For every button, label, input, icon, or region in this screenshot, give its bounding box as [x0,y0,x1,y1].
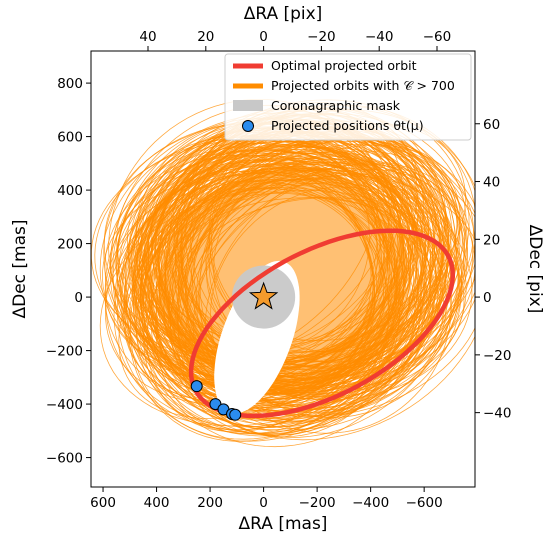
x-tick-label-bottom: −600 [406,495,443,511]
x-tick-label-bottom: −400 [352,495,389,511]
legend-swatch-mask [233,100,263,111]
x-tick-label-bottom: −200 [299,495,336,511]
star-group [248,281,279,310]
x-tick-label-top: −60 [423,29,452,45]
y-tick-label-left: 600 [57,130,83,146]
projected-position-point [190,380,203,393]
y-tick-label-left: −600 [46,451,83,467]
y-tick-label-left: 200 [57,237,83,253]
y-tick-label-left: −200 [46,344,83,360]
y-tick-label-right: 20 [483,232,500,248]
y-tick-label-right: −20 [483,348,512,364]
projected-orbit-line [157,135,475,395]
y-tick-label-left: 400 [57,183,83,199]
projected-orbit-line [141,167,422,448]
x-tick-label-top: 0 [259,29,268,45]
x-axis-title-bottom: ΔRA [mas] [239,514,328,534]
legend-swatch-positions [242,120,254,132]
x-tick-label-bottom: 600 [90,495,116,511]
y-tick-label-left: −400 [46,397,83,413]
x-tick-label-bottom: 0 [259,495,268,511]
legend: Optimal projected orbit Projected orbits… [224,53,472,141]
y-tick-label-right: 60 [483,117,500,133]
legend-box [224,53,472,141]
y-tick-label-right: 40 [483,175,500,191]
x-tick-label-top: 40 [139,29,156,45]
y-tick-label-left: 800 [57,76,83,92]
x-tick-label-bottom: 400 [144,495,170,511]
x-tick-label-bottom: 200 [197,495,223,511]
x-axis-title-top: ΔRA [pix] [244,4,323,24]
y-axis-title-right: ΔDec [pix] [525,225,544,314]
y-tick-label-right: −40 [483,406,512,422]
y-ticks-left: −600 −400 −200 0 200 400 600 800 [46,76,91,467]
star-marker [248,281,279,310]
y-tick-label-left: 0 [74,290,83,306]
y-axis-title-left: ΔDec [mas] [10,219,30,318]
legend-label-projected: Projected orbits with 𝒞 > 700 [271,78,455,93]
y-tick-label-right: 0 [483,290,492,306]
axes-frame [90,50,476,488]
projected-orbit-line [112,148,408,402]
x-tick-label-top: 20 [197,29,214,45]
x-tick-label-top: −40 [365,29,394,45]
y-ticks-right: −40 −20 0 20 40 60 [475,117,512,422]
legend-label-mask: Coronagraphic mask [271,98,401,113]
legend-label-optimal: Optimal projected orbit [271,58,417,73]
legend-label-positions: Projected positions θt(μ) [271,118,424,133]
x-ticks-bottom: 600 400 200 0 −200 −400 −600 [90,487,443,511]
x-ticks-top: 40 20 0 −20 −40 −60 [139,29,451,51]
projected-positions-group [190,380,242,421]
x-tick-label-top: −20 [307,29,336,45]
projected-orbits-group [91,99,475,448]
projected-position-point [229,408,242,421]
